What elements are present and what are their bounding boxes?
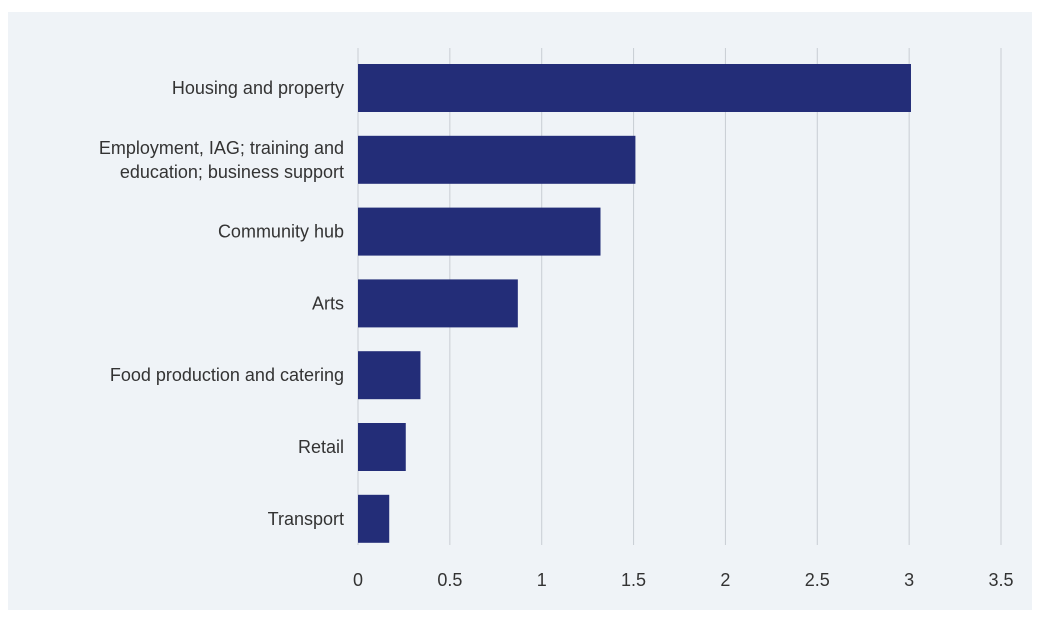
x-tick-label: 0.5 — [437, 570, 462, 590]
category-label: Arts — [312, 293, 344, 313]
grid-lines — [357, 48, 1002, 545]
category-label: Community hub — [218, 222, 344, 242]
x-tick-label: 1.5 — [621, 570, 646, 590]
bar — [358, 494, 390, 543]
category-label: Employment, IAG; training and — [99, 138, 344, 158]
bar — [358, 135, 636, 184]
category-label: Retail — [298, 437, 344, 457]
x-tick-label: 0 — [353, 570, 363, 590]
x-tick-label: 2.5 — [805, 570, 830, 590]
bar — [358, 351, 421, 400]
chart-panel: Housing and property Employment, IAG; tra… — [8, 12, 1032, 610]
bar — [358, 64, 911, 112]
bar — [358, 279, 518, 328]
category-label: Transport — [268, 509, 344, 529]
x-tick-label: 3.5 — [988, 570, 1013, 590]
x-tick-labels: 0 0.5 1 1.5 2 2.5 3 3.5 — [353, 570, 1014, 590]
category-label: Food production and catering — [110, 365, 344, 385]
x-tick-label: 2 — [720, 570, 730, 590]
category-labels: Housing and property Employment, IAG; tra… — [99, 78, 344, 529]
category-label: education; business support — [120, 162, 344, 182]
x-tick-label: 1 — [537, 570, 547, 590]
bars — [358, 64, 911, 543]
bar-chart: Housing and property Employment, IAG; tra… — [99, 48, 1014, 590]
bar — [358, 423, 406, 471]
bar — [358, 207, 601, 256]
category-label: Housing and property — [172, 78, 344, 98]
x-tick-label: 3 — [904, 570, 914, 590]
